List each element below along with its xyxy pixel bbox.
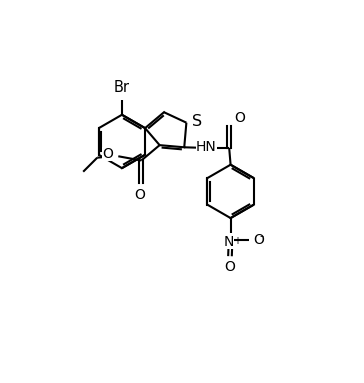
- Text: HN: HN: [196, 140, 217, 154]
- Text: O: O: [134, 188, 145, 202]
- Text: Br: Br: [114, 80, 130, 95]
- Text: O: O: [225, 260, 236, 274]
- Text: -: -: [260, 231, 264, 241]
- Text: O: O: [254, 233, 265, 247]
- Text: N: N: [223, 236, 234, 249]
- Text: +: +: [233, 236, 241, 246]
- Text: S: S: [192, 114, 202, 129]
- Text: O: O: [102, 147, 113, 161]
- Text: O: O: [234, 111, 245, 124]
